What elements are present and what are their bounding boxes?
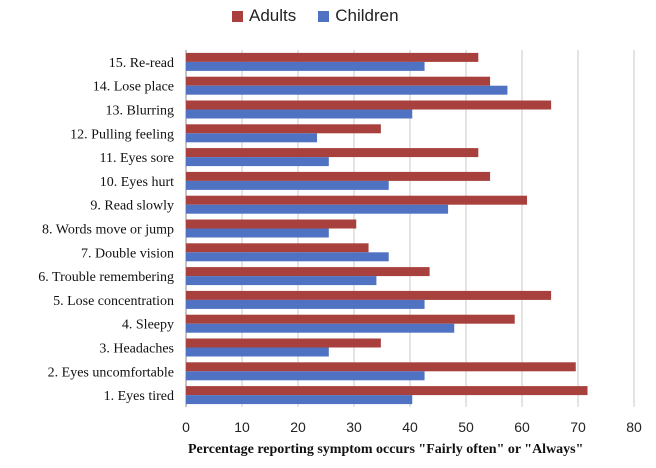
x-tick-label-50: 50 [458,419,474,435]
legend-swatch-adults [232,10,243,22]
legend-item-adults: Adults [232,6,296,26]
y-tick-label-11: 11. Eyes sore [99,151,174,166]
legend-item-children: Children [318,6,399,26]
x-tick-label-40: 40 [402,419,418,435]
y-tick-label-3: 3. Headaches [99,342,174,357]
bar-children-8 [186,228,329,238]
y-tick-label-1: 1. Eyes tired [104,389,174,404]
y-tick-label-13: 13. Blurring [106,104,174,119]
x-tick-label-60: 60 [514,419,530,435]
bar-children-3 [186,347,329,357]
legend-label-adults: Adults [249,6,297,25]
bar-adults-5 [186,290,552,300]
bar-children-11 [186,157,329,167]
bar-adults-7 [186,243,369,253]
x-tick-label-70: 70 [570,419,586,435]
bar-adults-10 [186,171,491,181]
x-axis-title: Percentage reporting symptom occurs "Fai… [188,442,584,457]
bar-children-12 [186,133,318,143]
bar-children-1 [186,395,413,405]
bar-children-6 [186,276,377,286]
bar-adults-12 [186,124,381,134]
bar-adults-15 [186,52,479,62]
y-tick-label-7: 7. Double vision [81,246,174,261]
legend-swatch-children [318,10,330,22]
legend-label-children: Children [335,6,399,25]
bar-adults-11 [186,148,479,158]
bar-adults-2 [186,362,576,372]
y-tick-label-10: 10. Eyes hurt [100,175,174,190]
bar-children-15 [186,61,425,71]
legend: Adults Children [232,6,399,26]
bar-children-14 [186,85,508,95]
y-tick-label-2: 2. Eyes uncomfortable [48,365,174,380]
bar-children-5 [186,299,425,309]
y-tick-label-4: 4. Sleepy [122,318,174,333]
bar-adults-8 [186,219,357,229]
y-tick-label-14: 14. Lose place [93,80,174,95]
y-tick-label-12: 12. Pulling feeling [70,127,174,142]
bar-children-9 [186,204,449,214]
y-tick-label-8: 8. Words move or jump [42,223,174,238]
x-tick-label-80: 80 [626,419,642,435]
x-tick-label-10: 10 [234,419,250,435]
y-tick-label-9: 9. Read slowly [90,199,174,214]
bar-adults-13 [186,100,552,110]
bar-children-2 [186,371,425,381]
bar-children-4 [186,323,455,333]
y-tick-label-5: 5. Lose concentration [53,294,174,309]
bar-adults-9 [186,195,528,205]
bar-adults-6 [186,267,430,277]
y-tick-label-15: 15. Re-read [109,56,174,71]
x-tick-label-30: 30 [346,419,362,435]
bar-adults-3 [186,338,381,348]
bar-adults-1 [186,386,588,396]
bar-children-13 [186,109,413,119]
bar-children-7 [186,252,389,262]
bar-adults-4 [186,314,515,324]
bar-children-10 [186,180,389,190]
x-tick-label-0: 0 [182,419,190,435]
y-tick-label-6: 6. Trouble remembering [38,270,174,285]
x-tick-label-20: 20 [290,419,306,435]
bar-adults-14 [186,76,491,86]
